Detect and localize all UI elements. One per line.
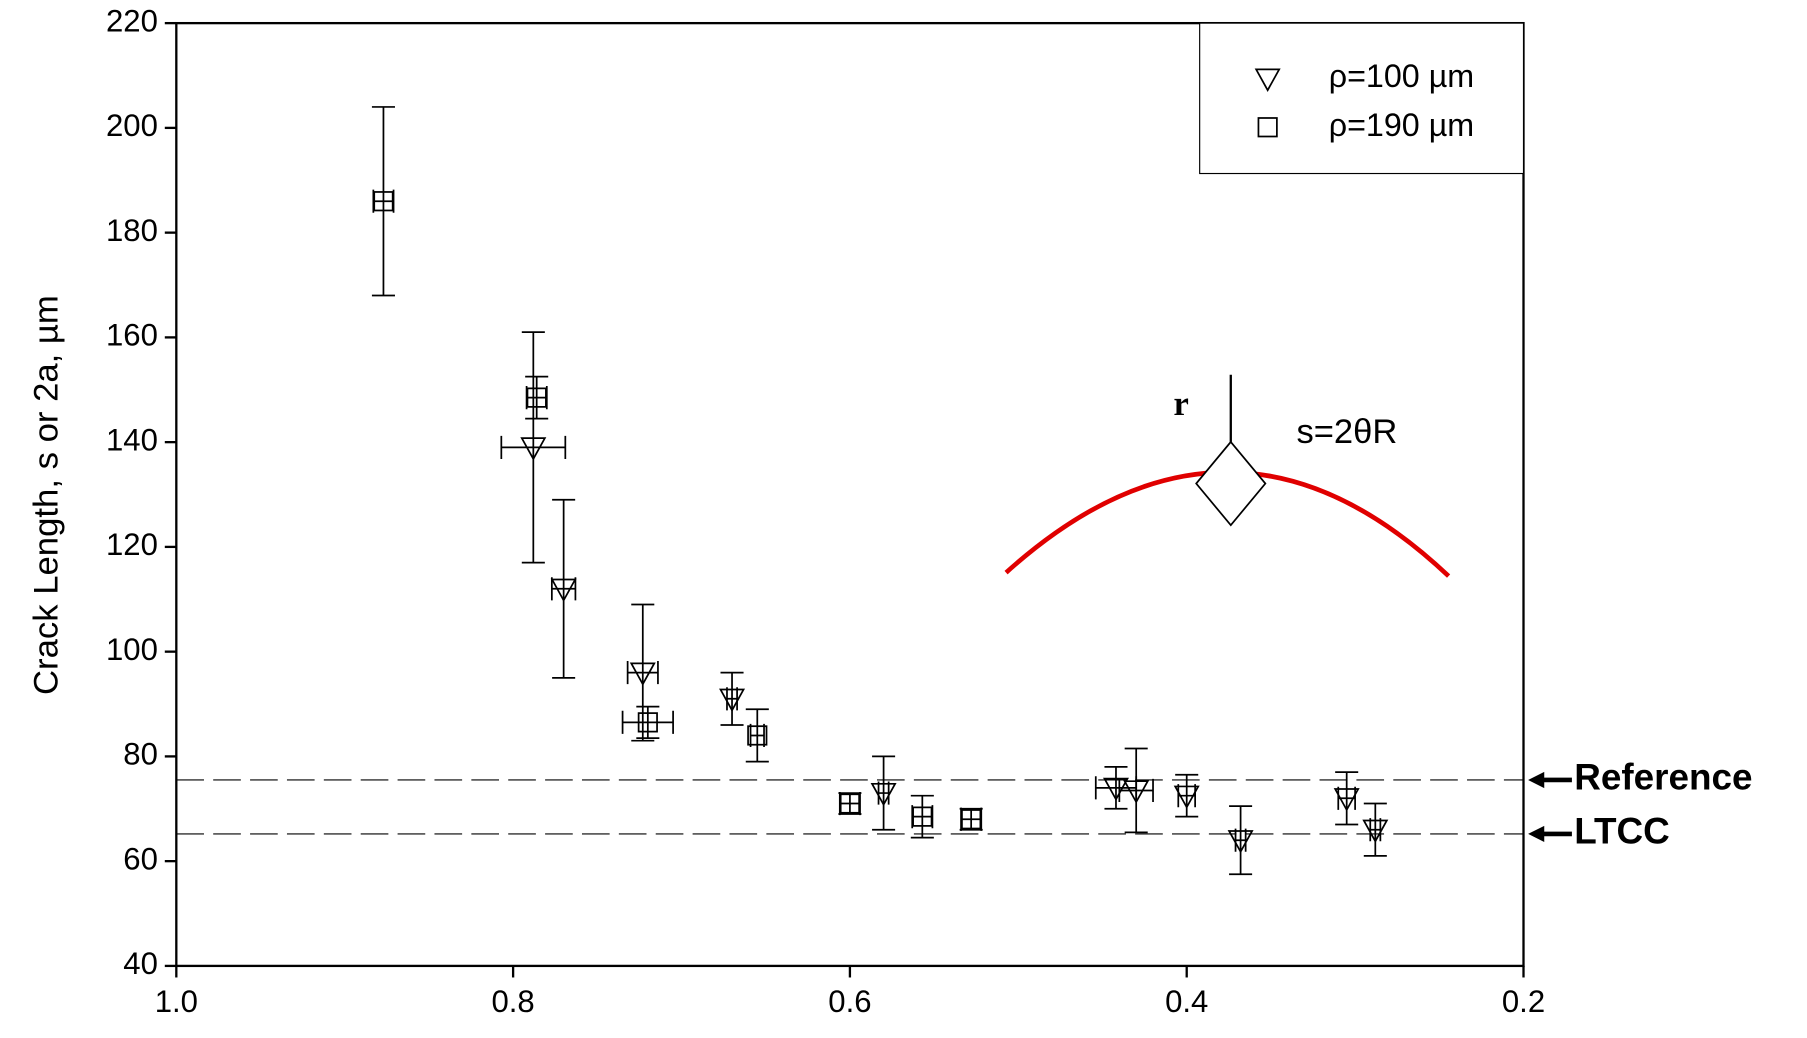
- x-error-bar: [1369, 818, 1382, 842]
- y-tick-label: 40: [123, 946, 158, 981]
- data-point: [719, 688, 746, 713]
- data-point: [526, 387, 547, 408]
- y-tick-label: 180: [106, 213, 158, 248]
- data-point: [1123, 780, 1150, 804]
- x-error-bar: [749, 723, 765, 748]
- legend-marker: [1254, 68, 1281, 93]
- data-point: [629, 662, 656, 686]
- y-tick-label: 80: [123, 737, 158, 772]
- x-error-bar: [372, 189, 395, 213]
- y-tick-label: 120: [106, 527, 158, 562]
- data-point: [912, 806, 933, 827]
- x-error-bar: [626, 661, 659, 685]
- data-point: [520, 437, 547, 461]
- x-error-bar: [1118, 778, 1154, 803]
- x-error-bar: [525, 386, 548, 410]
- y-tick-label: 100: [106, 632, 158, 667]
- y-tick-label: 140: [106, 422, 158, 457]
- x-error-bar: [960, 807, 983, 831]
- legend-box: [1199, 22, 1525, 175]
- reference-label: Reference: [1574, 757, 1752, 798]
- x-error-bar: [621, 710, 674, 734]
- legend-label: ρ=100 µm: [1329, 58, 1474, 94]
- x-tick-label: 0.4: [1165, 984, 1208, 1019]
- x-error-bar: [1234, 828, 1247, 852]
- data-point: [870, 782, 897, 807]
- y-tick-label: 220: [106, 3, 158, 38]
- x-error-bar: [726, 687, 738, 711]
- y-tick-label: 160: [106, 318, 158, 353]
- legend-label: ρ=190 µm: [1329, 107, 1474, 143]
- reference-arrow: [1528, 771, 1572, 789]
- data-point: [961, 809, 982, 830]
- inset-formula: s=2θR: [1296, 413, 1397, 451]
- y-tick-label: 200: [106, 108, 158, 143]
- data-point: [1362, 819, 1389, 844]
- x-error-bar: [550, 577, 577, 601]
- y-tick-label: 60: [123, 841, 158, 876]
- data-point: [373, 191, 394, 212]
- x-tick-label: 0.2: [1502, 984, 1545, 1019]
- data-point: [550, 578, 577, 603]
- x-tick-label: 1.0: [155, 984, 198, 1019]
- x-tick-label: 0.6: [828, 984, 871, 1019]
- x-error-bar: [500, 435, 567, 459]
- y-axis-label: Crack Length, s or 2a, µm: [28, 295, 66, 695]
- reference-label: LTCC: [1574, 811, 1670, 852]
- data-point: [1227, 830, 1254, 854]
- inset-symbol: r: [1174, 385, 1189, 423]
- data-point: [1333, 788, 1360, 812]
- data-point: [637, 712, 658, 733]
- data-point: [747, 725, 768, 746]
- legend-marker: [1257, 117, 1278, 138]
- data-point: [1102, 777, 1129, 802]
- data-point: [1173, 785, 1200, 810]
- x-error-bar: [838, 791, 861, 816]
- x-tick-label: 0.8: [492, 984, 535, 1019]
- data-point: [839, 793, 860, 814]
- reference-arrow: [1528, 825, 1572, 843]
- x-error-bar: [877, 781, 890, 805]
- x-error-bar: [911, 805, 934, 829]
- inset-diamond: [1195, 440, 1267, 527]
